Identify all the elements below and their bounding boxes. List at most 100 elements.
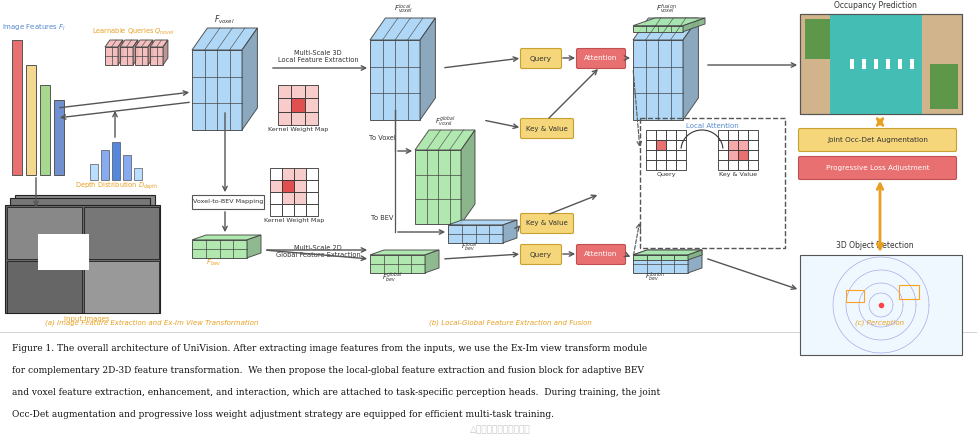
Bar xyxy=(718,160,728,170)
Text: $F^{fusion}_{voxel}$: $F^{fusion}_{voxel}$ xyxy=(657,3,677,16)
Bar xyxy=(15,195,155,288)
Text: Kernel Weight Map: Kernel Weight Map xyxy=(268,127,328,132)
Bar xyxy=(718,150,728,160)
Bar xyxy=(800,255,962,355)
Bar xyxy=(930,64,958,109)
Bar xyxy=(270,168,282,180)
Bar xyxy=(90,164,98,180)
Polygon shape xyxy=(370,40,420,120)
Text: △公众号：自动驾驶之心: △公众号：自动驾驶之心 xyxy=(470,425,531,434)
Bar xyxy=(850,59,854,69)
Polygon shape xyxy=(242,28,257,130)
Bar xyxy=(54,100,64,175)
Polygon shape xyxy=(633,250,702,255)
Bar xyxy=(874,59,878,69)
Text: Occupancy Prediction: Occupancy Prediction xyxy=(833,1,916,10)
Text: Occ-Det augmentation and progressive loss weight adjustment strategy are equippe: Occ-Det augmentation and progressive los… xyxy=(12,410,554,419)
Bar xyxy=(738,140,748,150)
Polygon shape xyxy=(415,130,475,150)
Polygon shape xyxy=(633,18,705,26)
FancyBboxPatch shape xyxy=(576,49,625,68)
Text: Key & Value: Key & Value xyxy=(527,126,568,131)
Text: Local Attention: Local Attention xyxy=(686,123,739,129)
Text: $F^{global}_{bev}$: $F^{global}_{bev}$ xyxy=(382,271,403,284)
Bar xyxy=(294,180,306,192)
Text: Voxel-to-BEV Mapping: Voxel-to-BEV Mapping xyxy=(192,199,263,205)
Bar xyxy=(666,150,676,160)
Bar xyxy=(306,180,318,192)
Text: To Voxel: To Voxel xyxy=(368,135,396,141)
Polygon shape xyxy=(633,250,702,255)
Polygon shape xyxy=(425,250,439,273)
Polygon shape xyxy=(633,255,688,273)
Bar xyxy=(306,168,318,180)
Polygon shape xyxy=(448,220,517,225)
Bar xyxy=(666,140,676,150)
Text: $F_{bev}$: $F_{bev}$ xyxy=(206,258,222,268)
Bar xyxy=(12,40,22,175)
Polygon shape xyxy=(633,40,683,120)
Polygon shape xyxy=(148,40,152,65)
Bar xyxy=(84,207,159,259)
Bar xyxy=(718,130,728,140)
Bar xyxy=(862,59,866,69)
Text: $F^{local}_{voxel}$: $F^{local}_{voxel}$ xyxy=(394,3,413,16)
Bar xyxy=(666,160,676,170)
Text: $F_{voxel}$: $F_{voxel}$ xyxy=(214,13,235,26)
Polygon shape xyxy=(105,47,118,65)
Bar xyxy=(738,150,748,160)
Bar xyxy=(306,192,318,204)
Polygon shape xyxy=(688,250,702,260)
Polygon shape xyxy=(370,18,436,40)
Bar xyxy=(800,14,962,114)
Polygon shape xyxy=(118,40,123,65)
Bar xyxy=(830,14,922,114)
Bar xyxy=(192,195,264,209)
Bar xyxy=(728,130,738,140)
FancyBboxPatch shape xyxy=(798,157,956,179)
Text: Input Images: Input Images xyxy=(64,316,109,322)
Bar xyxy=(748,140,758,150)
Polygon shape xyxy=(420,18,436,120)
Bar xyxy=(112,142,120,180)
Bar xyxy=(656,130,666,140)
Polygon shape xyxy=(192,28,257,50)
Text: Learnable Queries $Q_{novel}$: Learnable Queries $Q_{novel}$ xyxy=(92,27,174,37)
Bar xyxy=(646,130,656,140)
Polygon shape xyxy=(135,47,148,65)
Text: Figure 1. The overall architecture of UniVision. After extracting image features: Figure 1. The overall architecture of Un… xyxy=(12,344,647,353)
Bar xyxy=(305,85,318,98)
Polygon shape xyxy=(683,18,705,32)
Bar xyxy=(305,98,318,112)
Bar xyxy=(738,130,748,140)
Bar xyxy=(676,160,686,170)
Bar xyxy=(738,160,748,170)
Polygon shape xyxy=(120,47,133,65)
Bar xyxy=(898,59,902,69)
FancyBboxPatch shape xyxy=(798,128,956,152)
Polygon shape xyxy=(448,225,503,243)
Bar xyxy=(656,150,666,160)
Bar xyxy=(84,261,159,313)
Bar xyxy=(800,14,962,114)
Bar xyxy=(748,130,758,140)
Text: (c) Perception: (c) Perception xyxy=(856,320,905,326)
Polygon shape xyxy=(247,235,261,258)
Bar xyxy=(748,160,758,170)
Polygon shape xyxy=(688,250,702,273)
Bar xyxy=(805,19,830,59)
Bar xyxy=(899,285,919,299)
Text: (b) Local-Global Feature Extraction and Fusion: (b) Local-Global Feature Extraction and … xyxy=(429,320,591,326)
Bar xyxy=(910,59,914,69)
Bar xyxy=(278,85,291,98)
Text: (a) Image Feature Extraction and Ex-Im View Transformation: (a) Image Feature Extraction and Ex-Im V… xyxy=(45,320,259,326)
Bar xyxy=(718,140,728,150)
Text: To BEV: To BEV xyxy=(371,215,393,221)
Polygon shape xyxy=(192,240,247,258)
Polygon shape xyxy=(633,18,699,40)
Text: Query: Query xyxy=(530,56,552,61)
Polygon shape xyxy=(192,50,242,130)
Bar xyxy=(7,261,82,313)
Polygon shape xyxy=(370,250,439,255)
Polygon shape xyxy=(370,255,425,273)
